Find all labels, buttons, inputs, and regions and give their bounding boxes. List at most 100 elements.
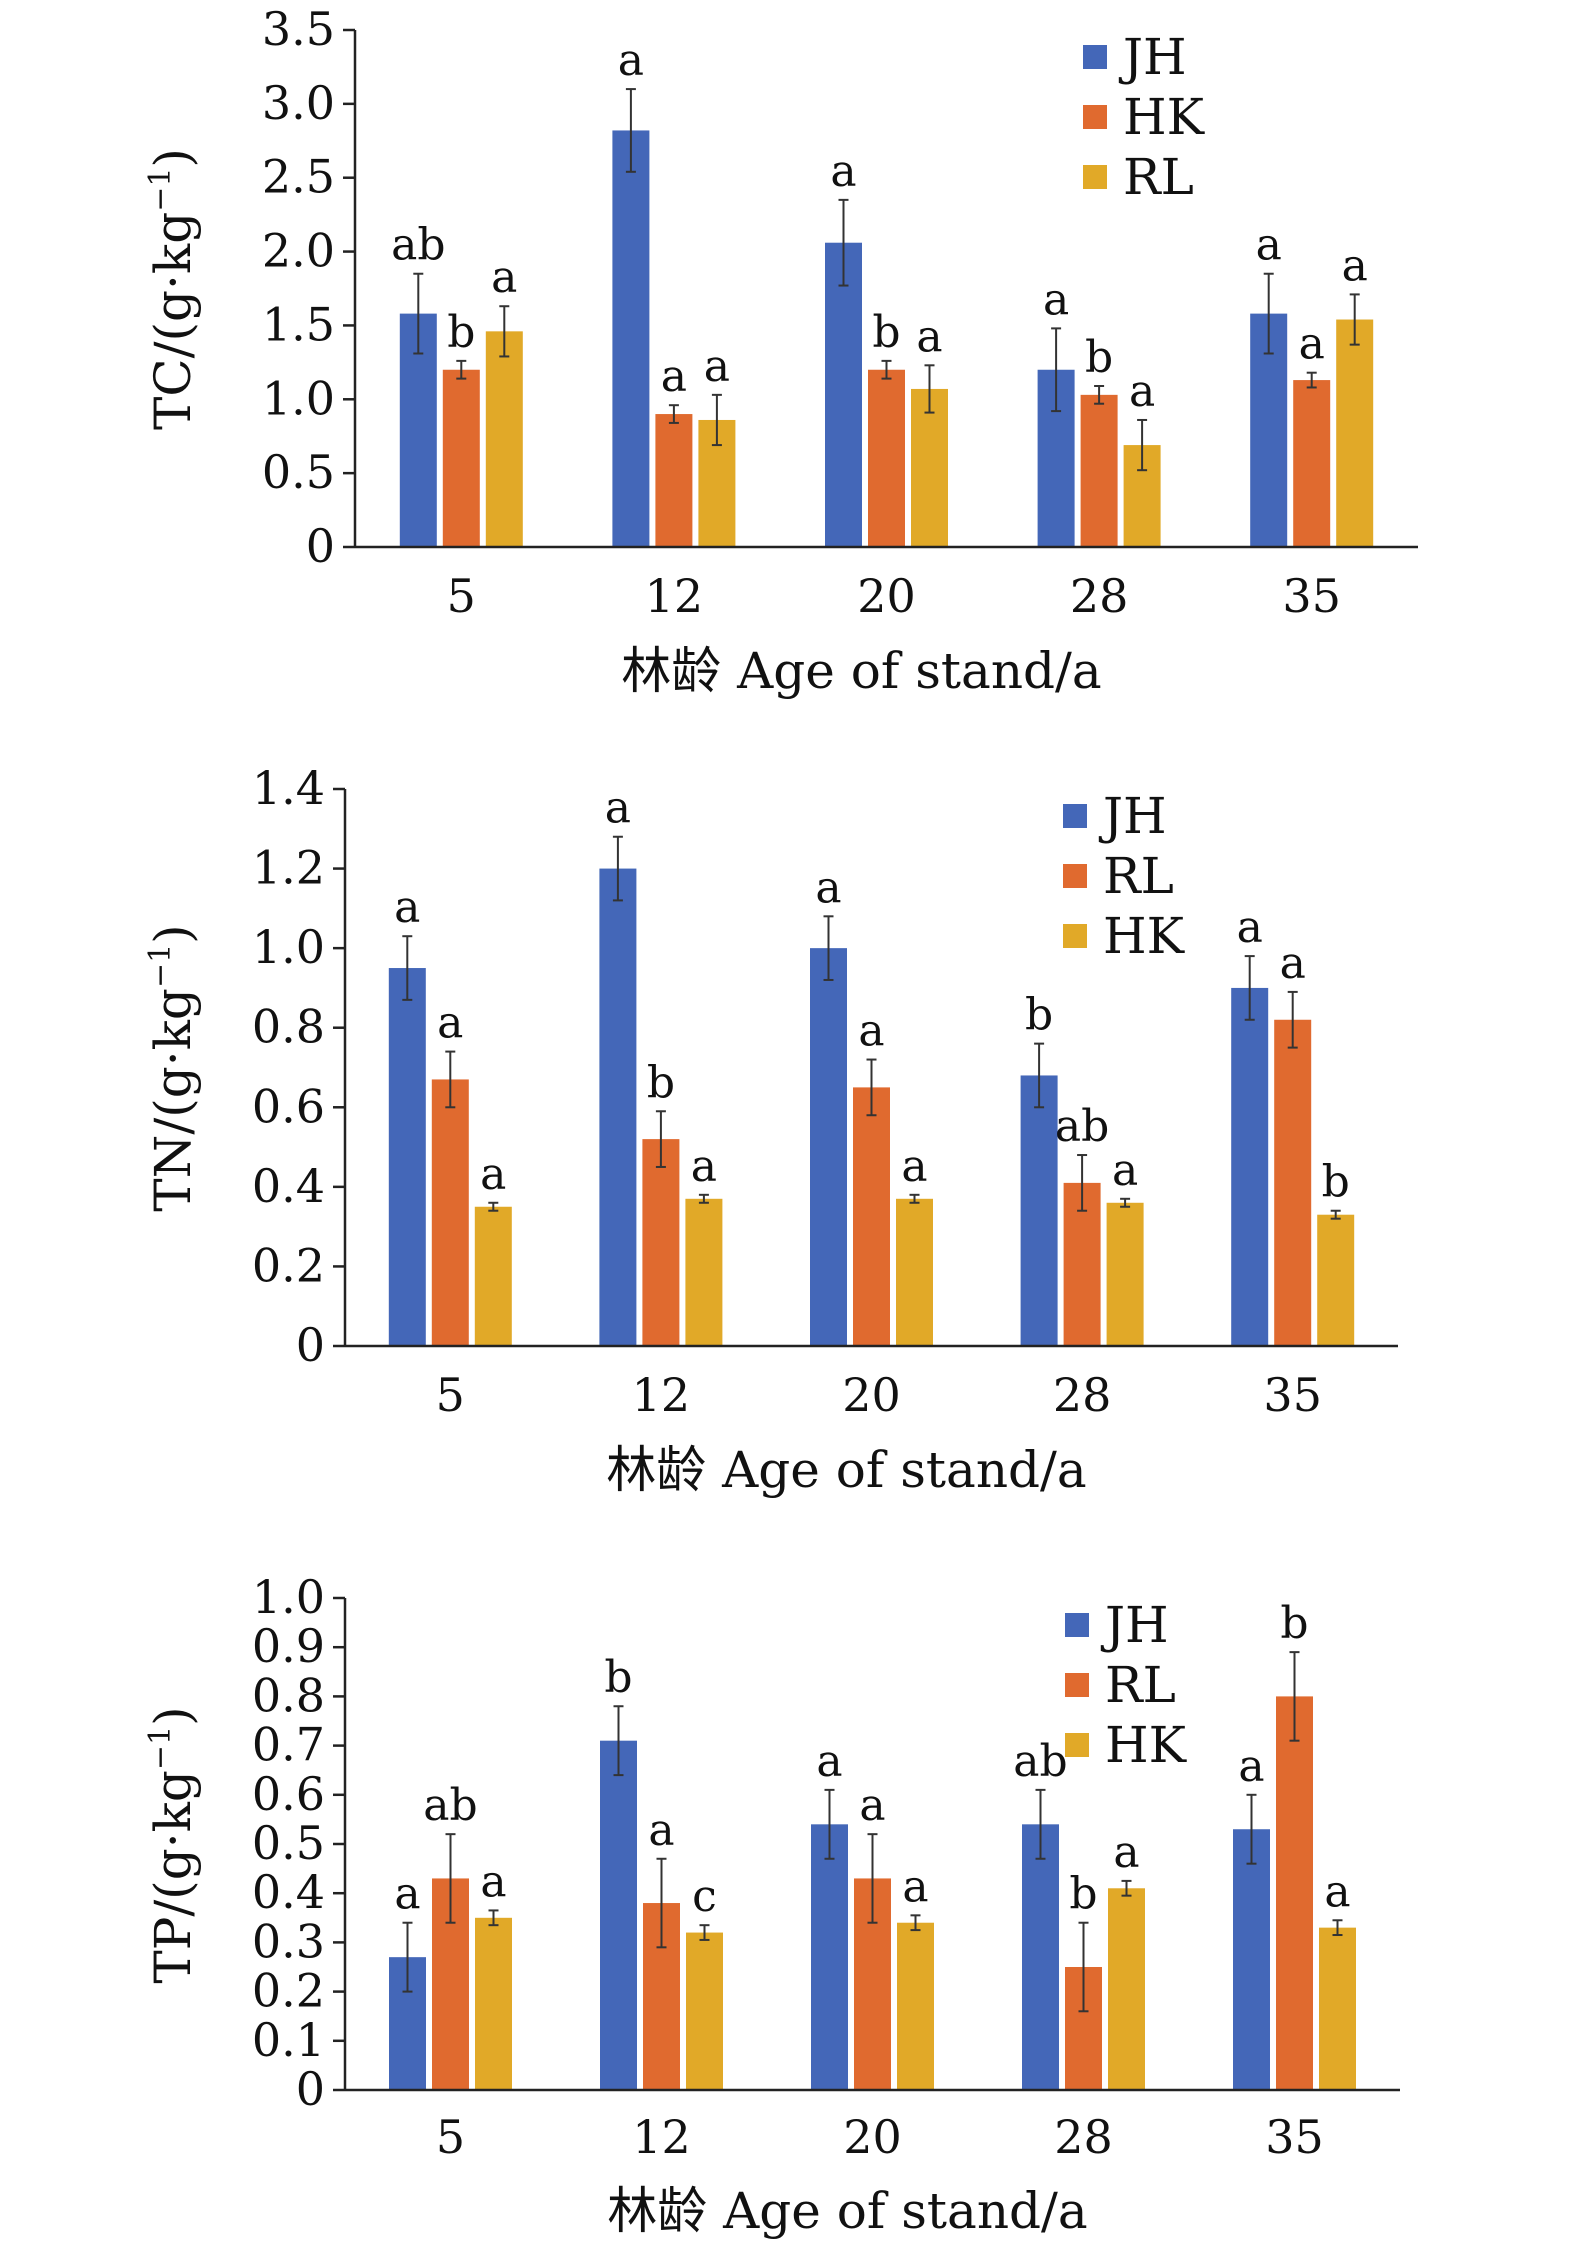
bar-hk-20 (896, 1198, 933, 1346)
significance-letter: ab (423, 1780, 477, 1831)
significance-letter: b (1322, 1157, 1350, 1208)
y-tick-label: 0.6 (252, 1767, 325, 1821)
significance-letter: a (1112, 1145, 1138, 1196)
bar-jh-12 (600, 1740, 637, 2090)
y-tick-label: 0.6 (252, 1079, 325, 1133)
x-tick-label: 28 (1054, 2110, 1113, 2164)
significance-letter: a (902, 1861, 928, 1912)
bar-hk-20 (897, 1922, 934, 2090)
bar-jh-35 (1233, 1829, 1270, 2090)
y-axis-title-main: TP/(g·kg (144, 1770, 202, 1984)
significance-letter: a (491, 252, 517, 303)
significance-letter: a (1256, 220, 1282, 271)
legend-label-jh: JH (1118, 28, 1187, 86)
significance-letter: b (604, 1652, 632, 1703)
significance-letter: b (1085, 332, 1113, 383)
bar-rl-20 (911, 388, 948, 547)
significance-letter: ab (1055, 1101, 1109, 1152)
legend-label-hk: HK (1123, 88, 1206, 146)
x-tick-label: 12 (645, 569, 704, 623)
significance-letter: a (815, 862, 841, 913)
y-tick-label: 1.5 (262, 297, 335, 351)
y-tick-label: 3.0 (262, 76, 335, 130)
y-axis-title: TN/(g·kg−1) (143, 924, 202, 1211)
significance-letter: b (447, 307, 475, 358)
significance-letter: a (1043, 274, 1069, 325)
x-tick-label: 35 (1282, 569, 1341, 623)
legend-label-jh: JH (1098, 787, 1167, 845)
significance-letter: a (859, 1780, 885, 1831)
y-tick-label: 1.0 (262, 371, 335, 425)
legend-swatch-jh (1065, 1613, 1089, 1637)
y-tick-label: 3.5 (262, 2, 335, 56)
bar-hk-5 (442, 369, 480, 547)
significance-letter: a (1342, 240, 1368, 291)
x-tick-label: 35 (1265, 2110, 1324, 2164)
significance-letter: a (480, 1149, 506, 1200)
x-tick-label: 5 (436, 2110, 465, 2164)
bar-jh-28 (1022, 1824, 1059, 2090)
significance-letter: a (1299, 319, 1325, 370)
y-tick-label: 0.1 (252, 2013, 325, 2067)
significance-letter: a (394, 882, 420, 933)
significance-letter: a (1280, 938, 1306, 989)
legend-swatch-jh (1083, 45, 1107, 69)
x-tick-label: 12 (632, 2110, 691, 2164)
x-tick-label: 20 (843, 2110, 902, 2164)
y-axis-title-sup: −1 (143, 944, 178, 988)
legend-label-rl: RL (1123, 148, 1194, 206)
significance-letter: b (1280, 1598, 1308, 1649)
y-tick-label: 0.3 (252, 1914, 325, 1968)
y-axis-title-sup: −1 (143, 168, 178, 212)
significance-letter: b (647, 1057, 675, 1108)
legend-swatch-hk (1083, 105, 1107, 129)
bar-rl-35 (1276, 1696, 1313, 2090)
bar-hk-5 (475, 1917, 512, 2090)
bar-rl-20 (853, 1087, 890, 1346)
bar-hk-20 (868, 369, 905, 547)
y-axis-title-main: TC/(g·kg (144, 212, 202, 430)
legend-swatch-rl (1083, 165, 1107, 189)
bar-hk-28 (1080, 394, 1118, 547)
bar-jh-12 (599, 868, 637, 1346)
bar-hk-12 (685, 1198, 723, 1346)
y-tick-label: 0.8 (252, 1000, 325, 1054)
bar-rl-12 (642, 1139, 680, 1346)
y-tick-label: 0.9 (252, 1619, 325, 1673)
y-axis-title-main: TN/(g·kg (144, 988, 202, 1212)
y-axis-title: TC/(g·kg−1) (143, 148, 202, 430)
significance-letter: a (1113, 1827, 1139, 1878)
significance-letter: a (1129, 366, 1155, 417)
x-axis-title: 林龄 Age of stand/a (621, 642, 1101, 700)
legend-label-jh: JH (1100, 1596, 1169, 1654)
x-tick-label: 5 (436, 1368, 465, 1422)
bar-hk-12 (655, 414, 693, 547)
significance-letter: a (816, 1736, 842, 1787)
y-axis-title-close: ) (144, 148, 202, 168)
significance-letter: a (916, 311, 942, 362)
y-axis-title-close: ) (144, 924, 202, 944)
significance-letter: a (480, 1856, 506, 1907)
bar-hk-5 (474, 1206, 512, 1346)
significance-letter: a (858, 1006, 884, 1057)
bar-rl-5 (485, 331, 523, 547)
x-tick-label: 28 (1070, 569, 1129, 623)
significance-letter: a (1237, 902, 1263, 953)
significance-letter: a (661, 351, 687, 402)
y-tick-label: 0.7 (252, 1718, 325, 1772)
y-tick-label: 0.5 (262, 445, 335, 499)
bar-hk-12 (686, 1932, 723, 2090)
y-tick-label: 0.2 (252, 1238, 325, 1292)
significance-letter: c (692, 1871, 717, 1922)
y-tick-label: 0.8 (252, 1668, 325, 1722)
significance-letter: a (618, 35, 644, 86)
x-tick-label: 5 (447, 569, 476, 623)
bar-jh-35 (1231, 987, 1269, 1346)
y-tick-label: 0 (296, 2062, 325, 2116)
bar-hk-28 (1108, 1888, 1145, 2090)
y-tick-label: 2.5 (262, 150, 335, 204)
